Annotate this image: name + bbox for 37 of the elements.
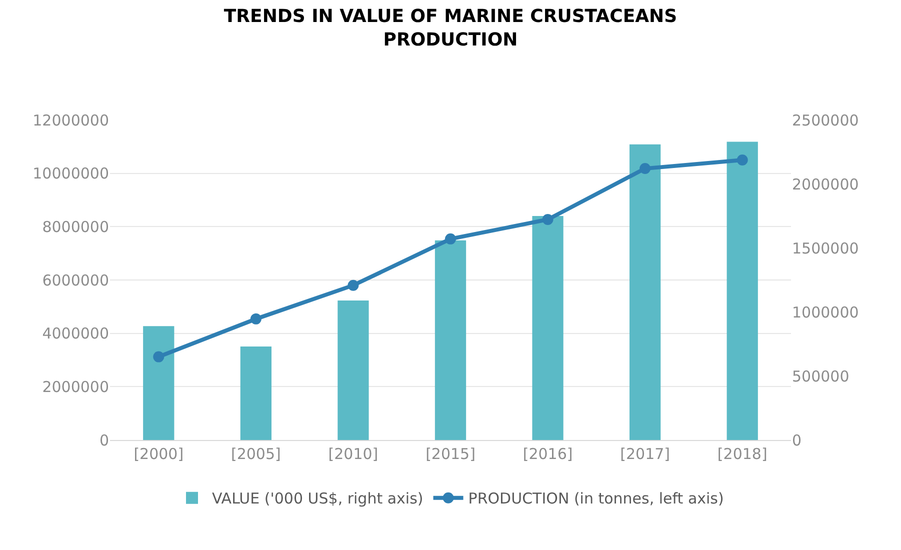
y2-tick-label: 2000000 [792,175,859,194]
y2-tick-label: 1500000 [792,239,859,258]
y2-tick-label: 2500000 [792,111,859,130]
chart-title: TRENDS IN VALUE OF MARINE CRUSTACEANS PRODUCTION [224,6,678,50]
point [250,313,262,324]
point [736,154,748,166]
x-tick-label: [2015] [426,445,476,463]
y-tick-label: 0 [99,431,109,450]
bar [532,216,564,440]
point [153,351,164,362]
point [348,280,359,291]
x-tick-label: [2016] [522,445,573,463]
y-tick-label: 10000000 [32,164,109,183]
x-tick-label: [2018] [717,445,768,463]
y2-tick-label: 1000000 [792,303,859,322]
bar [726,142,758,440]
x-tick-label: [2017] [620,445,670,463]
y-tick-label: 2000000 [42,378,109,396]
legend-label: VALUE ('000 US$, right axis) [212,490,424,508]
y-tick-label: 6000000 [42,271,109,290]
point [640,163,651,174]
y-tick-label: 4000000 [42,324,109,343]
legend-label: PRODUCTION (in tonnes, left axis) [468,490,724,508]
point [542,214,554,225]
x-tick-label: [2010] [328,445,378,463]
bar [630,144,661,440]
y-tick-label: 8000000 [42,218,109,236]
y2-tick-label: 500000 [792,367,850,386]
bar [240,346,272,440]
point [445,233,456,244]
y2-tick-label: 0 [792,431,802,450]
x-tick-label: [2000] [134,445,184,463]
x-tick-label: [2005] [230,445,281,463]
bar [338,300,369,440]
bar [143,326,174,440]
y-tick-label: 12000000 [32,111,109,130]
bar [434,240,466,440]
